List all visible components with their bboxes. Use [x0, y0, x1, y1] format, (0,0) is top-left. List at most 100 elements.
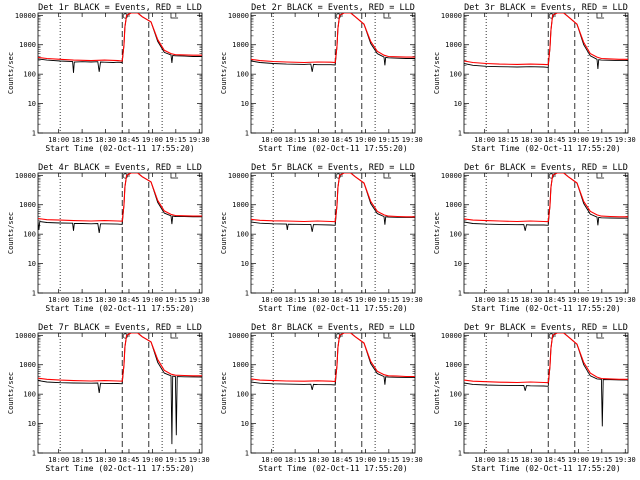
y-tick-label: 100 [449, 391, 462, 399]
detector-panel-3: Det 3r BLACK = Events, RED = LLD 1 10 100 10… [426, 0, 639, 160]
state-marker-step [170, 13, 179, 19]
series-group [38, 13, 202, 73]
y-tick-label: 1 [32, 130, 36, 138]
x-tick-label: 19:15 [165, 296, 186, 304]
x-axis-label: Start Time (02-Oct-11 17:55:20) [471, 144, 620, 153]
x-tick-label: 19:30 [615, 456, 636, 464]
series-lld [464, 333, 628, 384]
y-tick-label: 1000 [232, 41, 249, 49]
x-tick-label: 18:30 [521, 136, 542, 144]
series-group [38, 333, 202, 445]
x-axis-label: Start Time (02-Oct-11 17:55:20) [471, 464, 620, 473]
series-events [38, 173, 202, 233]
x-tick-label: 18:00 [48, 136, 69, 144]
plot-frame [463, 332, 629, 454]
series-lld [38, 333, 202, 382]
x-tick-label: 19:00 [568, 136, 589, 144]
y-tick-label: 10000 [15, 12, 36, 20]
plot-frame [250, 332, 416, 454]
plot-frame [463, 172, 629, 294]
y-tick-label: 10000 [228, 172, 249, 180]
x-tick-label: 18:00 [48, 296, 69, 304]
x-tick-label: 19:15 [591, 136, 612, 144]
x-tick-label: 18:00 [261, 136, 282, 144]
x-tick-label: 19:30 [615, 136, 636, 144]
y-axis-label: Counts/sec [220, 52, 228, 94]
chart-svg: Det 6r BLACK = Events, RED = LLD 1 10 100 10… [433, 163, 636, 313]
y-tick-label: 10 [454, 260, 462, 268]
y-tick-label: 10 [28, 420, 36, 428]
series-group [464, 13, 628, 70]
y-tick-label: 100 [236, 391, 249, 399]
plot-frame [250, 172, 416, 294]
state-marker-step [596, 333, 605, 339]
state-marker-circle [122, 13, 128, 19]
state-marker-circle [122, 173, 128, 179]
x-axis-label: Start Time (02-Oct-11 17:55:20) [45, 464, 194, 473]
y-tick-label: 10000 [441, 332, 462, 340]
series-lld [464, 13, 628, 66]
y-tick-label: 10000 [228, 12, 249, 20]
series-group [464, 333, 628, 427]
x-tick-label: 19:30 [615, 296, 636, 304]
y-tick-label: 10000 [15, 172, 36, 180]
series-lld [38, 13, 202, 62]
x-tick-label: 19:00 [568, 296, 589, 304]
y-tick-label: 1 [458, 290, 462, 298]
plot-frame [463, 12, 629, 134]
y-axis-label: Counts/sec [220, 372, 228, 414]
x-tick-label: 19:15 [591, 296, 612, 304]
plot-frame [37, 12, 203, 134]
state-marker-circle [122, 333, 128, 339]
y-axis-label: Counts/sec [7, 212, 15, 254]
x-tick-label: 18:30 [521, 456, 542, 464]
x-tick-label: 18:15 [285, 456, 306, 464]
chart-title: Det 4r BLACK = Events, RED = LLD [38, 163, 202, 173]
y-tick-label: 10 [28, 100, 36, 108]
series-events [38, 13, 202, 73]
y-tick-label: 1000 [19, 361, 36, 369]
x-tick-label: 18:30 [308, 456, 329, 464]
x-tick-label: 19:15 [165, 136, 186, 144]
y-tick-label: 1 [32, 290, 36, 298]
y-axis-label: Counts/sec [433, 212, 441, 254]
series-group [464, 173, 628, 231]
plot-frame [250, 12, 416, 134]
chart-title: Det 6r BLACK = Events, RED = LLD [464, 163, 628, 173]
plot-frame [37, 332, 203, 454]
x-tick-label: 18:00 [474, 296, 495, 304]
series-group [251, 13, 415, 72]
x-tick-label: 18:45 [118, 296, 139, 304]
x-tick-label: 18:00 [48, 456, 69, 464]
x-tick-label: 18:30 [521, 296, 542, 304]
state-marker-circle [548, 13, 554, 19]
chart-svg: Det 8r BLACK = Events, RED = LLD 1 10 100 10… [220, 323, 423, 473]
chart-title: Det 9r BLACK = Events, RED = LLD [464, 323, 628, 333]
x-tick-label: 18:15 [285, 136, 306, 144]
y-tick-label: 100 [449, 71, 462, 79]
chart-svg: Det 3r BLACK = Events, RED = LLD 1 10 100 10… [433, 3, 636, 153]
series-events [38, 333, 202, 445]
x-tick-label: 19:15 [591, 456, 612, 464]
x-tick-label: 18:30 [95, 136, 116, 144]
series-group [38, 173, 202, 233]
y-axis-label: Counts/sec [220, 212, 228, 254]
y-tick-label: 1000 [19, 201, 36, 209]
x-tick-label: 19:15 [378, 296, 399, 304]
state-marker-step [596, 13, 605, 19]
y-tick-label: 100 [236, 71, 249, 79]
x-tick-label: 18:30 [95, 296, 116, 304]
y-tick-label: 10 [241, 420, 249, 428]
state-marker-step [596, 173, 605, 179]
chart-svg: Det 5r BLACK = Events, RED = LLD 1 10 100 10… [220, 163, 423, 313]
x-tick-label: 19:15 [378, 136, 399, 144]
x-tick-label: 18:45 [544, 296, 565, 304]
chart-title: Det 5r BLACK = Events, RED = LLD [251, 163, 415, 173]
plot-frame [37, 172, 203, 294]
y-tick-label: 10000 [15, 332, 36, 340]
y-tick-label: 10 [454, 420, 462, 428]
series-lld [464, 173, 628, 223]
x-tick-label: 18:45 [544, 136, 565, 144]
x-tick-label: 19:00 [355, 296, 376, 304]
x-tick-label: 18:45 [331, 136, 352, 144]
